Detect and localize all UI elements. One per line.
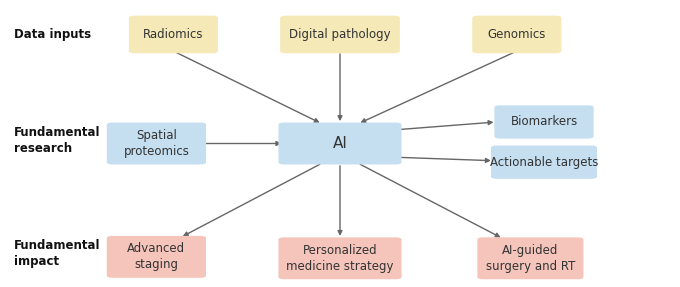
Text: Data inputs: Data inputs <box>14 28 90 41</box>
FancyBboxPatch shape <box>477 237 583 279</box>
Text: Fundamental
impact: Fundamental impact <box>14 239 100 269</box>
FancyBboxPatch shape <box>280 15 400 53</box>
FancyBboxPatch shape <box>491 146 597 179</box>
Text: Genomics: Genomics <box>488 28 546 41</box>
Text: Digital pathology: Digital pathology <box>289 28 391 41</box>
Text: Spatial
proteomics: Spatial proteomics <box>124 129 189 158</box>
Text: Personalized
medicine strategy: Personalized medicine strategy <box>286 244 394 273</box>
Text: Advanced
staging: Advanced staging <box>127 242 186 272</box>
Text: AI-guided
surgery and RT: AI-guided surgery and RT <box>486 244 575 273</box>
Text: AI: AI <box>333 136 347 151</box>
Text: Fundamental
research: Fundamental research <box>14 126 100 155</box>
FancyBboxPatch shape <box>279 123 401 164</box>
FancyBboxPatch shape <box>279 237 401 279</box>
Text: Biomarkers: Biomarkers <box>511 115 577 129</box>
FancyBboxPatch shape <box>107 123 206 164</box>
FancyBboxPatch shape <box>129 15 218 53</box>
FancyBboxPatch shape <box>472 15 562 53</box>
Text: Radiomics: Radiomics <box>143 28 203 41</box>
Text: Actionable targets: Actionable targets <box>490 156 598 169</box>
FancyBboxPatch shape <box>494 105 594 139</box>
FancyBboxPatch shape <box>107 236 206 278</box>
